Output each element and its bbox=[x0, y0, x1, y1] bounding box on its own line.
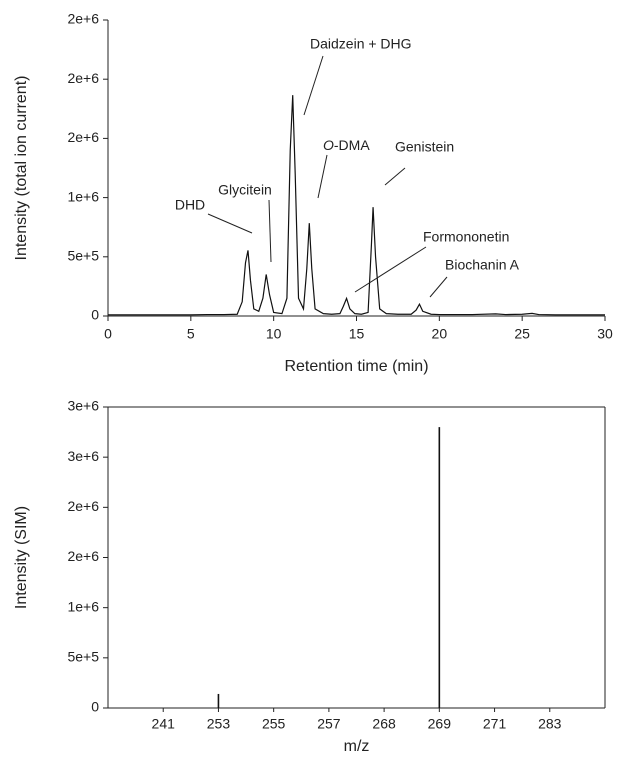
y-tick-label: 2e+6 bbox=[67, 70, 99, 86]
x-axis-title: m/z bbox=[344, 738, 370, 755]
y-axis-title: Intensity (SIM) bbox=[13, 506, 30, 609]
y-tick-label: 1e+6 bbox=[67, 188, 99, 204]
y-tick-label: 2e+6 bbox=[67, 129, 99, 145]
annotation-leader bbox=[429, 276, 448, 298]
annotation-label: Genistein bbox=[395, 139, 454, 155]
annotation-label: Biochanin A bbox=[445, 257, 520, 273]
x-tick-label: 241 bbox=[152, 716, 176, 732]
x-tick-label: 15 bbox=[349, 326, 365, 342]
y-tick-label: 2e+6 bbox=[67, 498, 99, 514]
annotation-leader bbox=[317, 154, 328, 199]
y-tick-label: 0 bbox=[91, 307, 99, 323]
y-tick-label: 2e+6 bbox=[67, 548, 99, 564]
annotation-leader bbox=[354, 246, 427, 293]
x-tick-label: 255 bbox=[262, 716, 286, 732]
x-tick-label: 20 bbox=[432, 326, 448, 342]
annotation-label: Formononetin bbox=[423, 229, 509, 245]
x-tick-label: 269 bbox=[428, 716, 452, 732]
x-axis-title: Retention time (min) bbox=[284, 358, 428, 375]
x-tick-label: 257 bbox=[317, 716, 341, 732]
y-tick-label: 2e+6 bbox=[67, 11, 99, 27]
x-tick-label: 0 bbox=[104, 326, 112, 342]
y-tick-label: 3e+6 bbox=[67, 398, 99, 414]
x-tick-label: 253 bbox=[207, 716, 231, 732]
annotation-label: Daidzein + DHG bbox=[310, 36, 412, 52]
annotation-leader bbox=[384, 167, 406, 186]
x-tick-label: 25 bbox=[514, 326, 530, 342]
x-tick-label: 268 bbox=[372, 716, 396, 732]
y-axis-title: Intensity (total ion current) bbox=[13, 76, 30, 261]
x-tick-label: 30 bbox=[597, 326, 613, 342]
y-tick-label: 3e+6 bbox=[67, 448, 99, 464]
annotation-leader bbox=[268, 199, 272, 263]
y-tick-label: 0 bbox=[91, 699, 99, 715]
x-tick-label: 5 bbox=[187, 326, 195, 342]
y-tick-label: 5e+5 bbox=[67, 248, 99, 264]
annotation-leader bbox=[207, 213, 253, 234]
annotation-label: DHD bbox=[175, 197, 205, 213]
annotation-leader bbox=[303, 55, 324, 116]
x-tick-label: 271 bbox=[483, 716, 507, 732]
y-tick-label: 5e+5 bbox=[67, 649, 99, 665]
x-tick-label: 283 bbox=[538, 716, 562, 732]
x-tick-label: 10 bbox=[266, 326, 282, 342]
chromatogram-line bbox=[108, 95, 605, 316]
annotation-label: Glycitein bbox=[218, 182, 272, 198]
annotation-label: O-DMA bbox=[323, 137, 370, 153]
y-tick-label: 1e+6 bbox=[67, 598, 99, 614]
